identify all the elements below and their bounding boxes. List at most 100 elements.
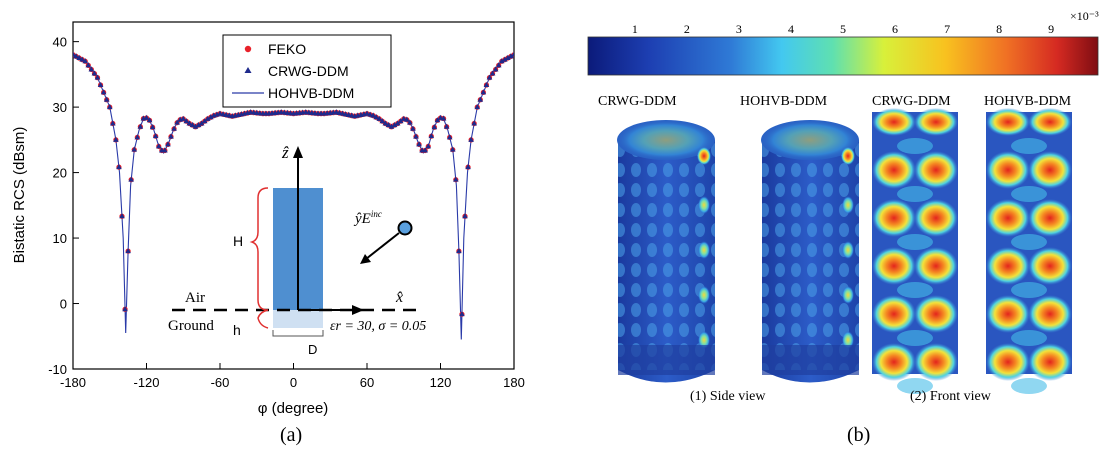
crwg-point [204,115,211,121]
x-tick-label: 60 [360,375,374,390]
y-tick-label: 10 [53,231,67,246]
crwg-point [413,133,419,139]
crwg-point [385,121,392,128]
crwg-point [416,141,422,147]
air-label: Air [185,290,205,306]
colorbar-tick-label: 9 [1048,22,1054,36]
crwg-point [91,70,98,76]
legend-crwg-marker [244,67,252,73]
side-view-label: (1) Side view [690,389,766,404]
colorbar-ticks: 1 2 3 4 5 6 7 8 9 [632,22,1054,36]
crwg-point [486,74,493,80]
panel-title-side-crwg: CRWG-DDM [598,94,677,109]
field-hotspot [872,199,916,237]
incident-source-icon [397,220,413,236]
crwg-point [97,81,104,88]
crwg-point [511,51,514,57]
crwg-point [471,120,477,126]
y-tick-label: 40 [53,35,67,50]
y-tick-label: 0 [60,297,67,312]
colorbar-tick-label: 7 [944,22,950,36]
crwg-point [465,163,471,170]
crwg-point [425,143,432,149]
crwg-point [459,310,465,317]
colorbar-tick-label: 5 [840,22,846,36]
crwg-point [404,116,410,122]
x-arrowhead-icon [352,305,364,315]
field-hotspot [872,247,916,285]
crwg-point [410,125,416,131]
crwg-point [152,132,159,139]
crwg-point [443,123,450,129]
crwg-point [85,62,92,68]
rcs-chart: -180 -120 -60 0 60 120 180 -10 0 10 20 30 40 Bistati… [11,21,525,417]
crwg-point [113,136,119,142]
colorbar-tick-label: 6 [892,22,898,36]
crwg-point [394,120,401,126]
crwg-point [462,213,468,219]
crwg-point [110,120,116,126]
colorbar-tick-label: 4 [788,22,794,36]
crwg-point [73,51,76,57]
panel-title-front-crwg: CRWG-DDM [872,94,951,109]
field-hotspot [1028,343,1072,381]
field-band [897,138,933,154]
field-band [897,330,933,346]
y-tick-label: -10 [48,362,67,377]
field-band [1011,138,1047,154]
crwg-point [364,110,370,116]
crwg-point [480,89,487,95]
crwg-point [168,133,174,139]
legend: FEKO CRWG-DDM HOHVB-DDM [222,34,392,108]
crwg-point [505,54,511,61]
crwg-point [492,66,499,72]
crwg-point [440,115,447,121]
geometry-inset: ẑ x̂ ŷEinc H h D Air Ground εr = 30, σ =… [168,143,426,357]
y-tick-label: 20 [53,166,67,181]
y-tick-label: 30 [53,100,67,115]
colorbar-exponent: ×10⁻³ [1070,9,1099,23]
crwg-point [468,136,474,142]
crwg-point [131,146,138,152]
field-band [897,378,933,394]
x-tick-label: -120 [133,375,159,390]
crwg-point [183,117,190,124]
field-hotspot [986,343,1030,381]
crwg-point [201,117,208,124]
crwg-point [122,306,128,312]
field-hotspot [872,295,916,333]
field-distribution-figure: 1 2 3 4 5 6 7 8 9 ×10⁻³ CRWG-DDM HOHVB-DDM CRWG-… [587,9,1099,404]
crwg-point [76,54,82,61]
crwg-point [502,56,508,62]
crwg-point [498,58,505,64]
field-hotspot [1028,247,1072,285]
field-hotspot [1028,199,1072,237]
field-hotspot [986,199,1030,237]
crwg-point [82,58,89,64]
crwg-point [379,117,386,124]
crwg-point [198,120,205,126]
colorbar [587,36,1099,76]
caption-b: (b) [847,424,871,446]
crwg-point [397,117,404,124]
crwg-point [388,123,395,129]
field-band [897,282,933,298]
h-label: h [233,322,241,338]
crwg-point [208,114,214,120]
crwg-point [180,115,187,121]
z-arrowhead-icon [293,146,303,158]
crwg-point [189,121,196,128]
crwg-point [125,247,131,254]
crwg-point [149,124,156,130]
crwg-point [453,176,459,182]
crwg-point [73,53,79,59]
incident-arrowhead-icon [360,254,371,264]
crwg-point [103,96,110,102]
crwg-point [434,117,441,123]
incident-arrow [365,232,400,260]
crwg-point [508,53,514,59]
legend-feko-label: FEKO [268,41,306,57]
crwg-ddm-markers [73,51,514,317]
crwg-point [162,147,168,153]
field-hotspot [1028,295,1072,333]
